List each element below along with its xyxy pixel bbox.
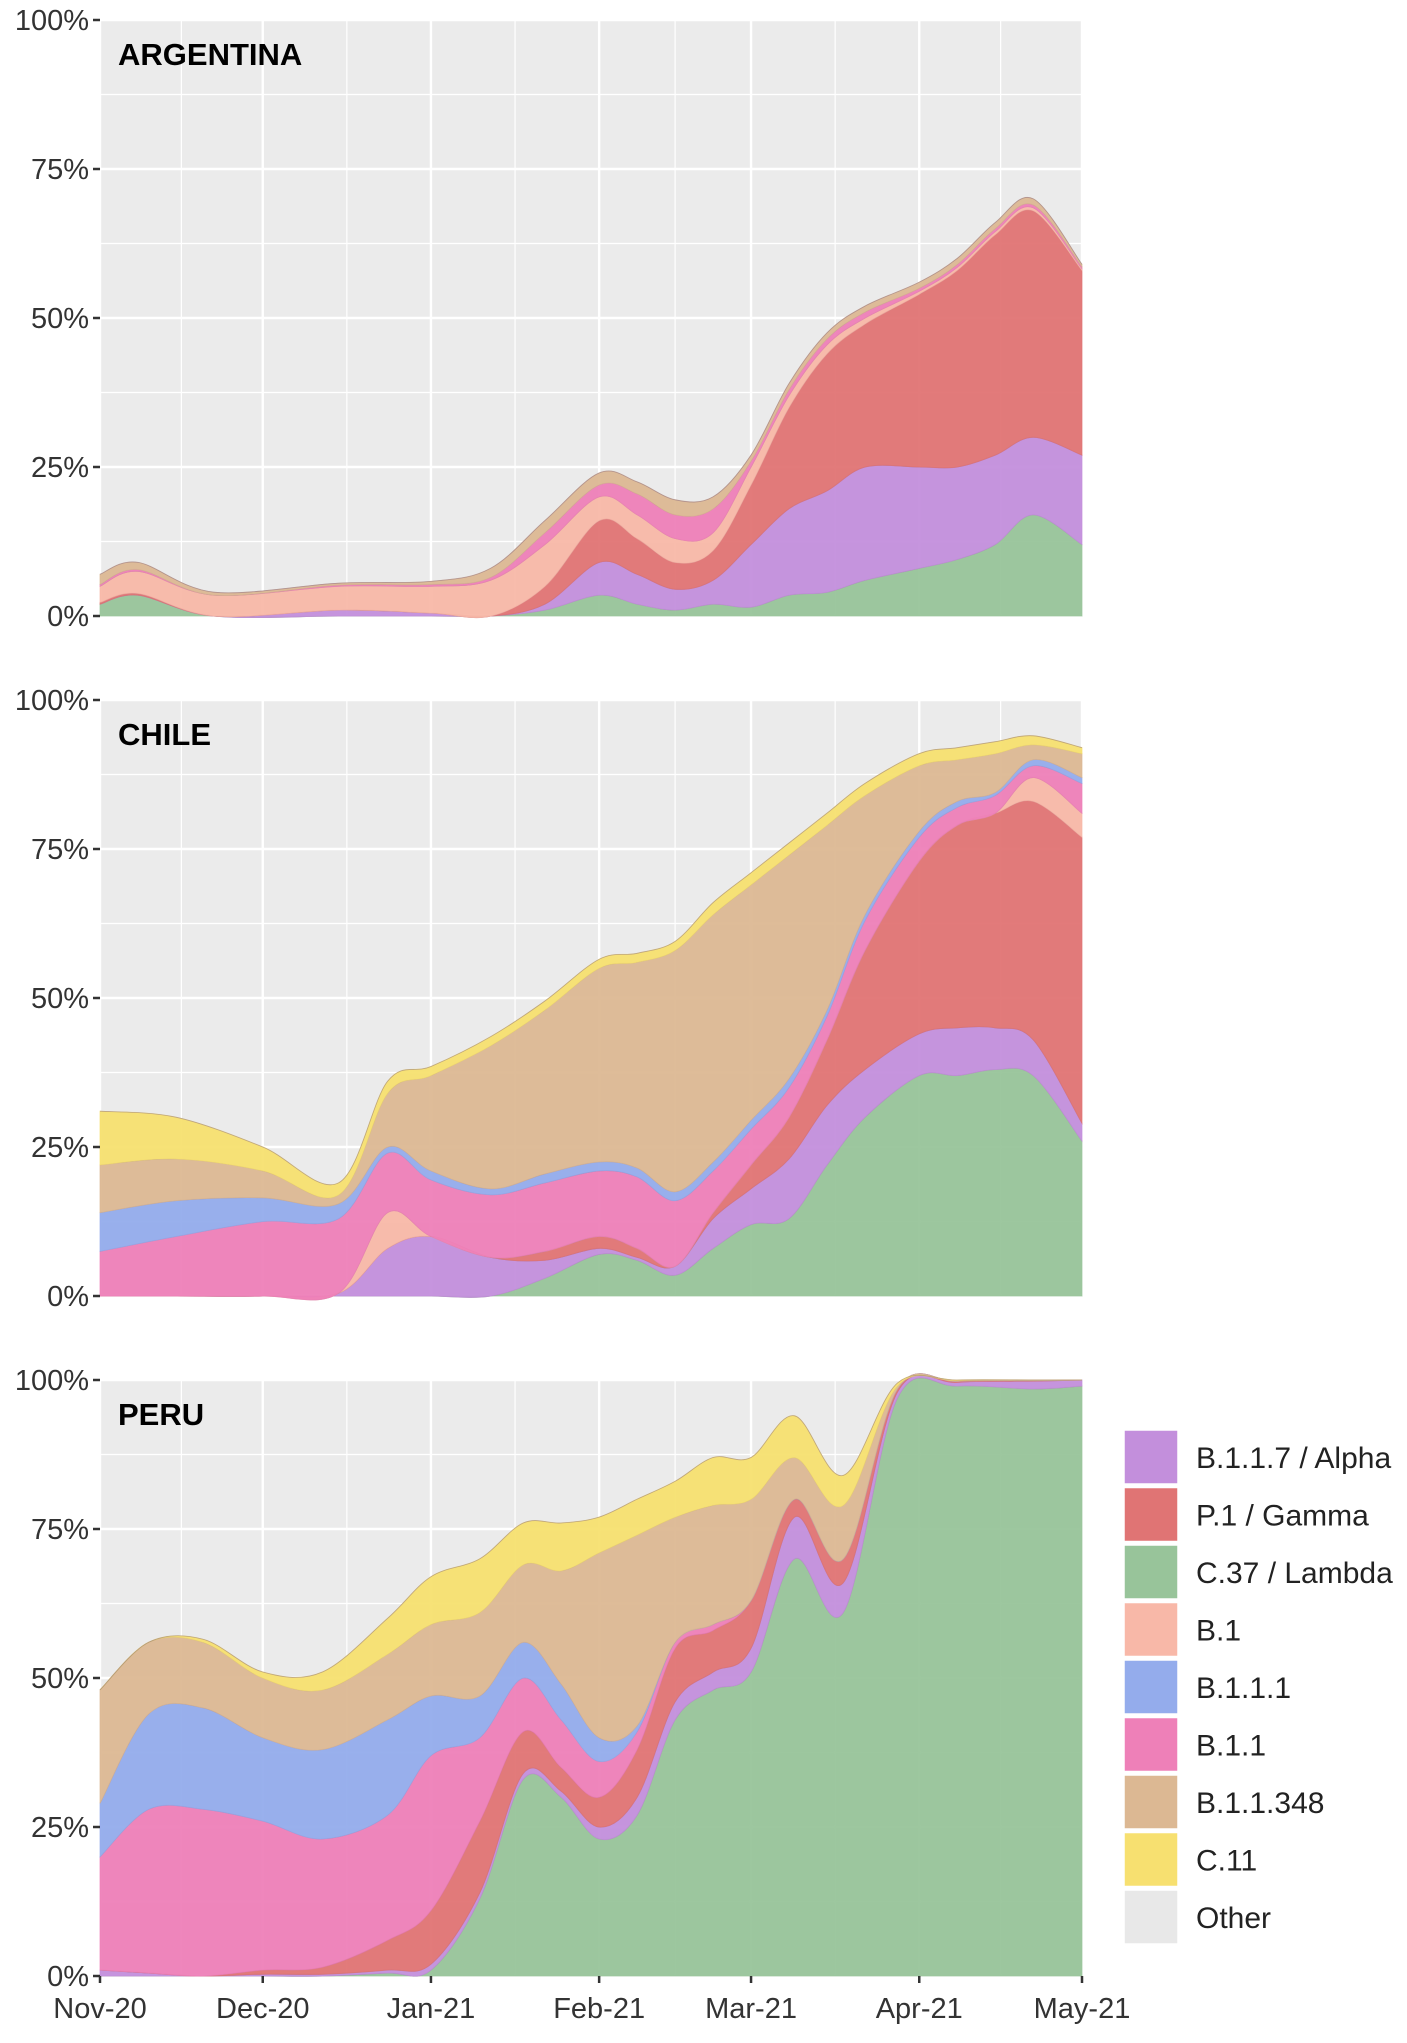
legend-key (1123, 1544, 1179, 1600)
legend-item: B.1.1.7 / Alpha (1123, 1429, 1391, 1485)
legend-key (1123, 1486, 1179, 1543)
y-tick-label: 0% (47, 601, 89, 633)
y-tick-label: 50% (31, 303, 89, 335)
panel-title: CHILE (118, 717, 211, 752)
legend-label: B.1.1.348 (1196, 1787, 1324, 1820)
panel-title: PERU (118, 1397, 204, 1432)
y-tick-label: 25% (31, 452, 89, 484)
area-c-11 (99, 1374, 1083, 1692)
legend-key (1123, 1774, 1179, 1830)
panel-argentina: ARGENTINA 0% 25% 50% 75% 100% (15, 5, 1084, 633)
x-tick-label: Feb-21 (553, 1993, 645, 2025)
y-tick-label: 0% (47, 1961, 89, 1993)
x-tick-label: Mar-21 (705, 1993, 797, 2025)
legend-label: B.1 (1196, 1615, 1241, 1648)
legend-key (1123, 1831, 1179, 1888)
y-tick-label: 100% (15, 5, 89, 37)
legend-label: B.1.1.1 (1196, 1672, 1291, 1705)
y-tick-label: 100% (15, 685, 89, 717)
legend-item: B.1 (1123, 1601, 1241, 1658)
area-b-1-1-348 (99, 196, 1083, 596)
area-edge-line (99, 197, 1083, 594)
legend: B.1.1.7 / Alpha P.1 / Gamma C.37 / Lambda B… (1123, 1429, 1393, 1945)
legend-item: P.1 / Gamma (1123, 1486, 1369, 1543)
legend-label: P.1 / Gamma (1196, 1500, 1369, 1533)
y-tick-label: 0% (47, 1281, 89, 1313)
x-tick-label: Jan-21 (387, 1993, 476, 2025)
y-tick-label: 75% (31, 834, 89, 866)
legend-item: C.11 (1123, 1831, 1257, 1888)
x-tick-label: Apr-21 (876, 1993, 963, 2025)
legend-item: C.37 / Lambda (1123, 1544, 1393, 1600)
legend-key (1123, 1716, 1179, 1773)
y-tick-label: 25% (31, 1812, 89, 1844)
area-edge-line (99, 735, 1083, 1186)
y-tick-label: 100% (15, 1365, 89, 1397)
x-tick-label: May-21 (1034, 1993, 1131, 2025)
panel-peru: PERU 0% 25% 50% 75% 100% Nov-20 Dec-20 Jan-21 Feb… (15, 1365, 1131, 2025)
y-tick-label: 50% (31, 983, 89, 1015)
x-tick-label: Dec-20 (216, 1993, 310, 2025)
legend-item: B.1.1.348 (1123, 1774, 1324, 1830)
y-tick-label: 25% (31, 1132, 89, 1164)
panel-chile: CHILE 0% 25% 50% 75% 100% (15, 685, 1084, 1313)
area-edge-line (99, 1374, 1082, 1691)
legend-item: Other (1123, 1889, 1271, 1945)
legend-key (1123, 1601, 1179, 1658)
y-tick-label: 50% (31, 1663, 89, 1695)
legend-key (1123, 1429, 1179, 1485)
legend-key (1123, 1659, 1179, 1715)
panel-title: ARGENTINA (118, 37, 302, 72)
legend-key (1123, 1889, 1179, 1945)
area-c-11 (99, 735, 1083, 1199)
x-tick-label: Nov-20 (53, 1993, 147, 2025)
legend-label: C.37 / Lambda (1196, 1557, 1393, 1590)
legend-label: Other (1196, 1902, 1271, 1935)
legend-item: B.1.1 (1123, 1716, 1266, 1773)
legend-item: B.1.1.1 (1123, 1659, 1291, 1715)
y-tick-label: 75% (31, 154, 89, 186)
y-tick-label: 75% (31, 1514, 89, 1546)
legend-label: B.1.1 (1196, 1730, 1266, 1763)
legend-label: B.1.1.7 / Alpha (1196, 1442, 1391, 1475)
legend-label: C.11 (1196, 1845, 1257, 1878)
